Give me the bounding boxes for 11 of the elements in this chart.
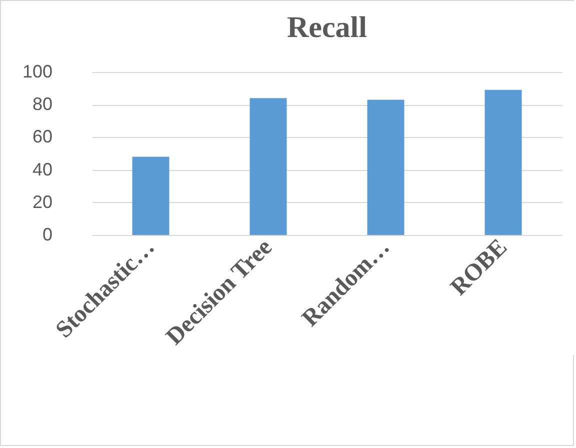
chart-title: Recall <box>287 11 367 44</box>
bar <box>250 98 287 235</box>
bar <box>367 100 404 235</box>
y-tick-label: 40 <box>32 159 52 180</box>
y-tick-label: 20 <box>32 192 52 212</box>
bar <box>484 90 522 235</box>
y-tick-label: 0 <box>42 224 52 244</box>
y-tick-label: 80 <box>32 94 52 114</box>
bar <box>132 156 170 235</box>
y-tick-label: 60 <box>32 126 52 147</box>
y-tick-label: 100 <box>22 62 52 82</box>
